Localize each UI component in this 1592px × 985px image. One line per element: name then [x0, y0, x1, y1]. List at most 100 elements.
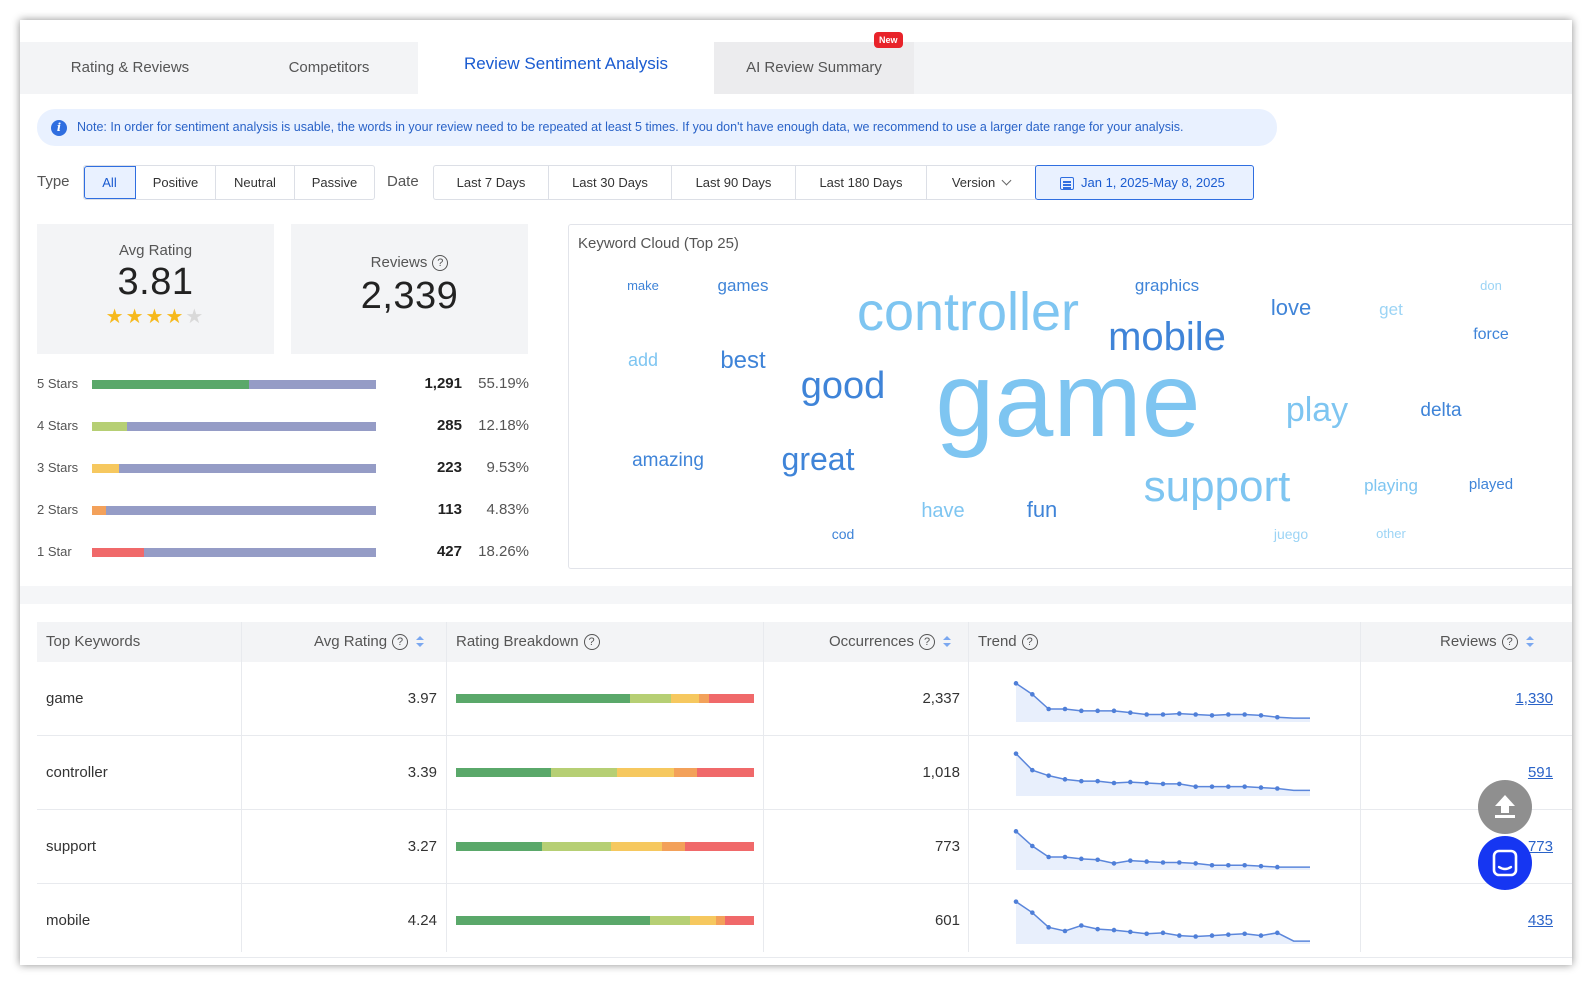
- help-icon[interactable]: ?: [583, 634, 600, 651]
- chat-button[interactable]: [1478, 836, 1532, 890]
- trend-point: [1079, 708, 1084, 714]
- trend-point: [1095, 926, 1100, 932]
- new-badge: New: [874, 32, 903, 48]
- col-occurrences[interactable]: Occurrences?: [829, 622, 952, 662]
- keyword-cloud-word[interactable]: played: [1468, 476, 1514, 493]
- breakdown-segment: [551, 768, 617, 777]
- keyword-cloud-word[interactable]: other: [1376, 526, 1406, 541]
- col-reviews-label: Reviews: [1440, 633, 1497, 650]
- star-row-bar: [92, 380, 376, 389]
- keyword-cloud-word[interactable]: get: [1379, 300, 1403, 319]
- col-avg-rating[interactable]: Avg Rating?: [314, 622, 425, 662]
- trend-point: [1258, 785, 1264, 790]
- keyword-cloud-word[interactable]: have: [921, 500, 965, 522]
- chat-icon: [1492, 849, 1518, 877]
- keyword-cloud-word[interactable]: best: [720, 347, 766, 374]
- row-reviews-link[interactable]: 1,330: [1515, 690, 1553, 707]
- keyword-cloud-word[interactable]: graphics: [1134, 276, 1200, 295]
- date-range-picker[interactable]: Jan 1, 2025-May 8, 2025: [1035, 165, 1254, 200]
- row-avg-rating: 4.24: [407, 912, 437, 929]
- trend-point: [1193, 934, 1198, 939]
- last-90-days-button[interactable]: Last 90 Days: [672, 166, 796, 199]
- keyword-cloud-word[interactable]: fun: [1026, 497, 1058, 522]
- last-7-days-button[interactable]: Last 7 Days: [434, 166, 549, 199]
- trend-point: [1160, 712, 1166, 717]
- trend-point: [1095, 778, 1100, 784]
- tab-review-sentiment-analysis[interactable]: Review Sentiment Analysis: [418, 37, 714, 94]
- type-passive-button[interactable]: Passive: [311, 175, 358, 190]
- row-occurrences: 773: [934, 838, 960, 855]
- keyword-cloud-word[interactable]: mobile: [1108, 315, 1226, 359]
- last-30-days-button[interactable]: Last 30 Days: [549, 166, 672, 199]
- keyword-cloud-word[interactable]: play: [1285, 391, 1349, 429]
- trend-point: [1128, 929, 1133, 935]
- trend-point: [1013, 829, 1019, 834]
- trend-point: [1111, 927, 1117, 933]
- keyword-cloud-word[interactable]: game: [935, 341, 1201, 459]
- sort-icon[interactable]: [1525, 636, 1534, 648]
- star-row-count: 113: [437, 501, 462, 518]
- star-row-percent: 9.53%: [486, 459, 529, 476]
- version-dropdown[interactable]: Version: [927, 166, 1036, 199]
- keyword-cloud-word[interactable]: controller: [856, 282, 1080, 342]
- star-row-count: 427: [436, 543, 462, 560]
- row-reviews-link[interactable]: 591: [1527, 764, 1553, 781]
- col-reviews[interactable]: Reviews?: [1440, 622, 1534, 662]
- type-positive-button[interactable]: Positive: [136, 166, 216, 199]
- keyword-cloud-word[interactable]: cod: [831, 526, 855, 542]
- keyword-cloud-word[interactable]: amazing: [632, 450, 704, 471]
- help-icon[interactable]: ?: [432, 255, 449, 272]
- keyword-cloud-word[interactable]: support: [1143, 462, 1291, 511]
- trend-point: [1079, 923, 1084, 928]
- col-divider: [968, 622, 969, 952]
- table-row[interactable]: support 3.27 773 773: [37, 810, 1572, 884]
- last-180-days-button[interactable]: Last 180 Days: [796, 166, 927, 199]
- star-row-label: 4 Stars: [37, 418, 79, 433]
- trend-point: [1258, 933, 1264, 938]
- trend-point: [1177, 933, 1182, 938]
- sort-icon[interactable]: [943, 636, 952, 648]
- type-label: Type: [37, 173, 70, 190]
- type-neutral-button[interactable]: Neutral: [216, 166, 295, 199]
- scroll-top-button[interactable]: [1478, 780, 1532, 834]
- trend-point: [1013, 899, 1019, 904]
- row-rating-breakdown: [456, 768, 754, 777]
- tab-competitors[interactable]: Competitors: [288, 59, 370, 76]
- help-icon[interactable]: ?: [392, 634, 409, 651]
- keyword-cloud-word[interactable]: delta: [1420, 400, 1462, 421]
- keyword-cloud-word[interactable]: make: [627, 278, 659, 293]
- table-row[interactable]: game 3.97 2,337 1,330: [37, 662, 1572, 736]
- note-banner: i Note: In order for sentiment analysis …: [37, 109, 1277, 146]
- row-reviews-link[interactable]: 435: [1527, 912, 1553, 929]
- trend-point: [1062, 928, 1068, 934]
- tab-rating-reviews[interactable]: Rating & Reviews: [70, 59, 190, 76]
- keyword-cloud-word[interactable]: great: [781, 441, 855, 477]
- trend-point: [1226, 932, 1231, 937]
- trend-point: [1226, 784, 1231, 789]
- info-icon: i: [51, 120, 67, 136]
- calendar-icon: [1060, 177, 1074, 190]
- breakdown-segment: [456, 768, 552, 777]
- help-icon[interactable]: ?: [1501, 634, 1518, 651]
- keyword-cloud-word[interactable]: good: [800, 365, 886, 407]
- tab-ai-review-summary[interactable]: AI Review Summary: [714, 42, 914, 94]
- table-row[interactable]: controller 3.39 1,018 591: [37, 736, 1572, 810]
- row-keyword: controller: [46, 764, 108, 781]
- help-icon[interactable]: ?: [1021, 634, 1038, 651]
- keyword-cloud-word[interactable]: add: [627, 350, 659, 370]
- trend-point: [1013, 751, 1019, 756]
- keyword-cloud-word[interactable]: playing: [1364, 476, 1418, 495]
- sort-icon[interactable]: [416, 636, 425, 648]
- trend-point: [1144, 859, 1149, 864]
- trend-point: [1275, 786, 1280, 791]
- keyword-cloud-word[interactable]: love: [1270, 295, 1312, 320]
- keyword-cloud-word[interactable]: juego: [1273, 526, 1309, 542]
- type-all-button[interactable]: All: [84, 166, 136, 199]
- keyword-cloud-word[interactable]: don: [1480, 278, 1502, 293]
- trend-point: [1242, 784, 1247, 789]
- help-icon[interactable]: ?: [919, 634, 936, 651]
- row-reviews-link[interactable]: 773: [1527, 838, 1553, 855]
- keyword-cloud-word[interactable]: games: [717, 276, 769, 295]
- table-row[interactable]: mobile 4.24 601 435: [37, 884, 1572, 958]
- keyword-cloud-word[interactable]: force: [1473, 326, 1509, 343]
